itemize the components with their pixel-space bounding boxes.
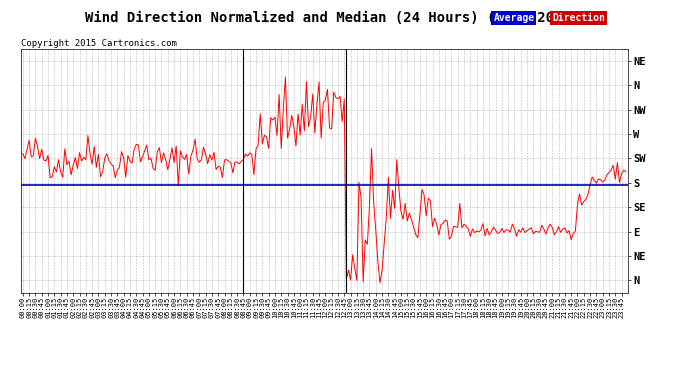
Text: Direction: Direction [552, 13, 605, 23]
Text: Average: Average [493, 13, 535, 23]
Text: Copyright 2015 Cartronics.com: Copyright 2015 Cartronics.com [21, 39, 177, 48]
Text: Wind Direction Normalized and Median (24 Hours) (New) 20150417: Wind Direction Normalized and Median (24… [86, 11, 604, 25]
